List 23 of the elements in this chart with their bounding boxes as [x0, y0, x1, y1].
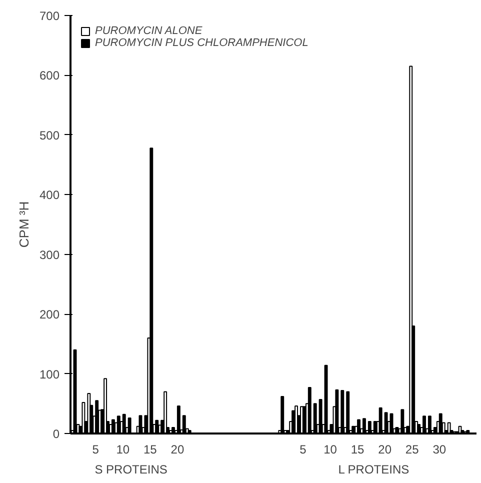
x-tick-label: 5	[300, 442, 307, 456]
legend-label: PUROMYCIN ALONE	[95, 25, 202, 37]
x-tick-label: 10	[324, 442, 338, 456]
x-tick-label: 25	[405, 442, 420, 456]
y-tick-label: 0	[52, 427, 60, 441]
legend-label: PUROMYCIN PLUS CHLORAMPHENICOL	[95, 37, 308, 49]
text: S PROTEINS	[94, 462, 168, 476]
text: L PROTEINS	[338, 462, 410, 476]
x-tick-label: 30	[432, 442, 446, 456]
y-tick-label: 600	[39, 68, 60, 83]
x-tick-label: 10	[116, 442, 130, 456]
x-tick-label: 20	[378, 442, 392, 456]
y-tick-label: 200	[39, 308, 60, 322]
y-tick-label: 500	[39, 128, 60, 142]
y-tick-label: 700	[39, 9, 60, 23]
y-tick-label: 400	[39, 188, 60, 202]
x-tick-label: 15	[144, 442, 158, 456]
y-axis-title: CPM ³H	[16, 201, 32, 248]
x-tick-label: 5	[92, 442, 100, 456]
x-tick-label: 20	[170, 442, 184, 456]
y-tick-label: 100	[39, 367, 60, 382]
x-tick-label: 15	[350, 442, 365, 456]
y-tick-label: 300	[39, 248, 60, 262]
